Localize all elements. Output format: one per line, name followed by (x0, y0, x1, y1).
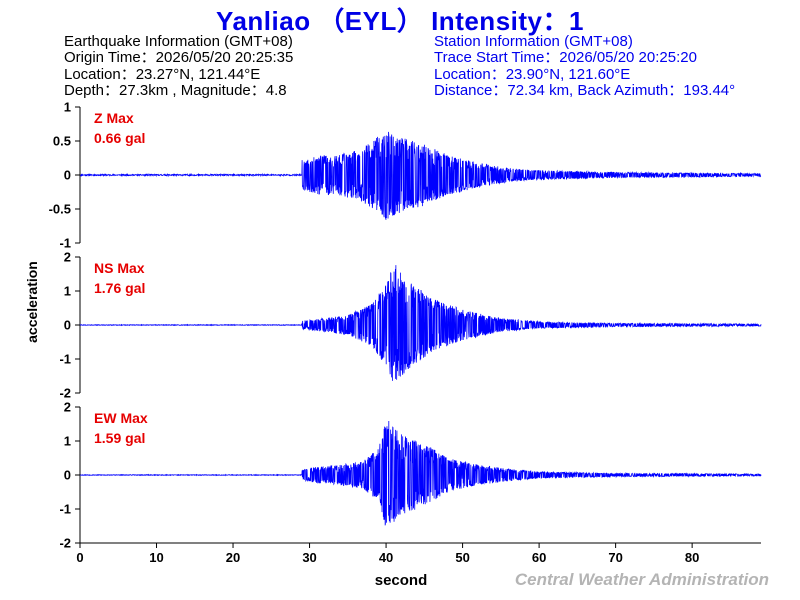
ns-y-tick-label: 2 (64, 250, 71, 265)
z-max-label: Z Max (94, 110, 134, 126)
x-tick-label: 40 (379, 550, 393, 565)
depth-magnitude: Depth：27.3km , Magnitude：4.8 (64, 81, 287, 99)
ew-max-label: EW Max (94, 410, 148, 426)
x-tick-label: 30 (302, 550, 316, 565)
epicenter-location: Location：23.27°N, 121.44°E (64, 65, 261, 83)
x-tick-label: 0 (76, 550, 83, 565)
x-tick-label: 70 (608, 550, 622, 565)
station-info-heading: Station Information (GMT+08) (434, 33, 633, 50)
x-tick-label: 10 (149, 550, 163, 565)
ns-y-tick-label: 0 (64, 318, 71, 333)
z-y-tick-label: 0.5 (53, 134, 71, 149)
ew-y-tick-label: 1 (64, 434, 71, 449)
station-distance: Distance：72.34 km, Back Azimuth：193.44° (434, 81, 736, 99)
ns-max-label: NS Max (94, 260, 145, 276)
x-tick-label: 80 (685, 550, 699, 565)
ew-waveform-line (79, 420, 762, 526)
ns-y-tick-label: -1 (59, 352, 71, 367)
station-info: Station Information (GMT+08) Trace Start… (434, 33, 736, 99)
ew-panel-label: EW Max 1.59 gal (94, 408, 148, 448)
z-max-value: 0.66 gal (94, 130, 146, 146)
x-axis-label: second (374, 572, 428, 589)
agency-credit: Central Weather Administration (514, 570, 769, 589)
x-tick-label: 20 (226, 550, 240, 565)
x-tick-label: 60 (532, 550, 546, 565)
ns-max-value: 1.76 gal (94, 280, 146, 296)
z-y-tick-label: -1 (59, 236, 71, 251)
z-y-tick-label: 0 (64, 168, 71, 183)
z-panel-label: Z Max 0.66 gal (94, 108, 145, 148)
ns-waveform-line (79, 265, 762, 381)
ew-y-tick-label: -1 (59, 502, 71, 517)
chart-title: Yanliao （EYL） Intensity：1 (216, 6, 584, 36)
ew-y-tick-label: 0 (64, 468, 71, 483)
station-location: Location：23.90°N, 121.60°E (434, 65, 631, 83)
z-y-tick-label: -0.5 (49, 202, 71, 217)
ew-y-tick-label: 2 (64, 400, 71, 415)
z-waveform-line (79, 131, 762, 220)
earthquake-info-heading: Earthquake Information (GMT+08) (64, 33, 293, 50)
origin-time: Origin Time：2026/05/20 20:25:35 (64, 49, 294, 67)
ew-max-value: 1.59 gal (94, 430, 146, 446)
y-axis-label: acceleration (24, 261, 40, 343)
ns-y-tick-label: 1 (64, 284, 71, 299)
ns-panel-label: NS Max 1.76 gal (94, 258, 145, 298)
earthquake-info: Earthquake Information (GMT+08) Origin T… (64, 33, 294, 99)
z-y-tick-label: 1 (64, 100, 71, 115)
x-tick-label: 50 (455, 550, 469, 565)
trace-start-time: Trace Start Time：2026/05/20 20:25:20 (434, 49, 697, 67)
ns-y-tick-label: -2 (59, 386, 71, 401)
ew-y-tick-label: -2 (59, 536, 71, 551)
